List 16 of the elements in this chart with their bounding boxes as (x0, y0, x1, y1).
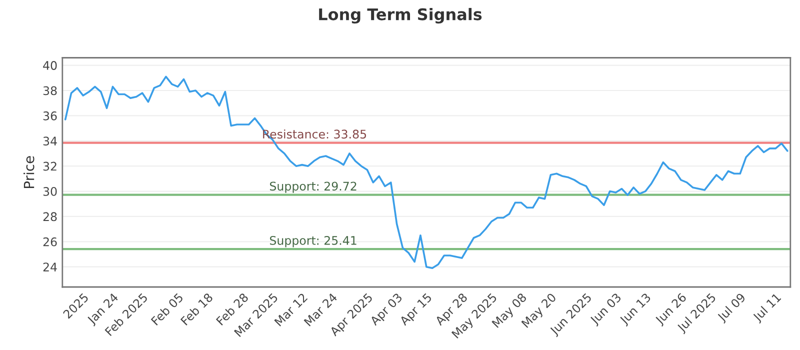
chart-title: Long Term Signals (319, 8, 482, 24)
y-tick-label: 24 (43, 262, 57, 272)
line-series (64, 76, 788, 270)
y-axis-title: Price (24, 156, 34, 188)
y-tick-label: 30 (43, 186, 57, 196)
ref-line-label: Support: 29.72 (270, 182, 356, 193)
y-tick-label: 32 (43, 162, 56, 171)
y-tick-label: 36 (43, 111, 57, 120)
y-tick-label: 26 (43, 237, 57, 246)
y-tick-label: 28 (43, 212, 57, 222)
x-tick-label: Jul 11 (752, 292, 783, 324)
ref-line-label: Support: 25.41 (270, 236, 356, 248)
x-tick-label: Jul 09 (716, 292, 748, 324)
y-tick-label: 40 (43, 61, 57, 70)
y-tick-label: 34 (43, 136, 57, 146)
y-tick-label: 38 (43, 86, 57, 96)
